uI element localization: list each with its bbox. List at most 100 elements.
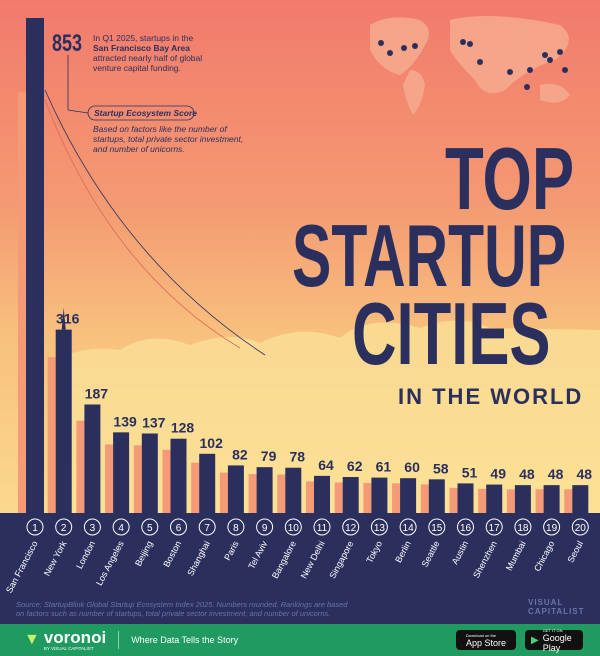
bar-new-delhi: [314, 475, 330, 513]
city-label: Shenzhen: [471, 539, 499, 579]
bar-value-label: 58: [433, 460, 449, 476]
rank-label: 19: [546, 523, 558, 534]
legend-label: Startup Ecosystem Score: [94, 108, 197, 118]
bridge-cable: [44, 89, 266, 356]
bridge-cable: [44, 99, 241, 349]
rank-label: 18: [517, 523, 529, 534]
city-label: Tel Aviv: [246, 539, 269, 571]
rank-circle: [284, 518, 302, 536]
building-accent: [133, 445, 142, 513]
legend-line: and number of unicorns.: [93, 144, 185, 154]
annotation-connector: [67, 109, 89, 114]
rank-label: 12: [345, 523, 357, 534]
play-icon: ▶: [531, 634, 539, 646]
annotation-value: 853: [52, 30, 83, 57]
source-line: on factors such as number of startups, t…: [16, 609, 331, 618]
bar-mumbai: [514, 485, 531, 513]
rank-label: 14: [403, 523, 415, 534]
rank-label: 8: [233, 523, 239, 534]
city-label: Beijing: [133, 539, 155, 568]
legend-pill: [87, 105, 195, 121]
rank-circle: [170, 518, 187, 536]
rank-label: 2: [61, 523, 67, 534]
badge-label: App Store: [466, 637, 507, 648]
bar-singapore: [342, 477, 359, 513]
building-accent: [248, 474, 257, 513]
city-label: New York: [42, 539, 69, 578]
rank-circle: [198, 518, 216, 536]
building-accent: [506, 489, 515, 513]
bar-london: [84, 404, 101, 513]
rank-circle: [543, 518, 561, 536]
rank-label: 1: [32, 523, 38, 534]
rank-label: 5: [147, 523, 153, 534]
bar-value-label: 78: [290, 449, 306, 465]
city-label: San Francisco: [4, 539, 40, 594]
rank-circle: [370, 518, 388, 536]
title-line-1: TOP: [445, 129, 575, 228]
rank-circle: [571, 518, 589, 536]
building-accent: [105, 444, 114, 513]
city-label: Bangalore: [270, 539, 298, 580]
badge-label: Google Play: [542, 632, 572, 653]
title-line-2: STARTUP: [292, 206, 567, 305]
building-accent: [392, 483, 401, 513]
logo-text: VISUAL: [528, 598, 564, 607]
building-accent: [219, 472, 228, 513]
bar-value-label: 79: [261, 448, 277, 464]
bar-beijing: [141, 433, 158, 513]
annotation-line: In Q1 2025, startups in the: [93, 33, 194, 43]
rank-circle: [485, 518, 503, 536]
rank-circle: [514, 518, 532, 536]
city-label: Boston: [161, 539, 183, 568]
bar-value-label: 51: [462, 464, 478, 480]
building-accent: [363, 482, 372, 513]
bar-value-label: 316: [56, 311, 80, 327]
bar-san-francisco: [26, 18, 44, 513]
source-line: Source: StartupBlink Global Startup Ecos…: [16, 600, 348, 609]
bar-spire: [61, 307, 66, 330]
divider: [118, 631, 120, 649]
legend-line: Based on factors like the number of: [93, 124, 227, 134]
voronoi-wordmark: voronoi: [43, 627, 107, 647]
building-accent: [306, 481, 314, 513]
bar-seoul: [572, 485, 589, 513]
rank-circle: [83, 518, 101, 536]
bar-chicago: [543, 485, 560, 513]
bar-value-label: 61: [376, 459, 392, 475]
source-note: Source: StartupBlink Global Startup Ecos…: [16, 600, 347, 618]
city-label: Singapore: [327, 539, 355, 580]
rank-label: 9: [262, 523, 268, 534]
rank-label: 7: [204, 523, 210, 534]
map-dots: [378, 39, 568, 90]
bar-value-label: 48: [577, 466, 593, 482]
rank-label: 11: [317, 523, 328, 534]
building-accent: [334, 482, 343, 513]
bar-los-angeles: [113, 432, 130, 513]
building-accent: [18, 92, 26, 513]
building-accent: [449, 487, 458, 513]
rank-circle: [313, 518, 331, 536]
rank-label: 13: [374, 523, 386, 534]
bar-value-label: 82: [232, 446, 248, 462]
bar-value-label: 128: [171, 420, 195, 436]
city-label: London: [74, 539, 97, 570]
google-play-button[interactable]: ▶ GET IT ON Google Play: [525, 628, 583, 653]
bar-value-label: 62: [347, 458, 363, 474]
building-accent: [478, 488, 487, 513]
rank-label: 6: [176, 523, 182, 534]
rank-label: 20: [575, 523, 587, 534]
city-label: Shanghai: [185, 539, 212, 577]
city-label: Berlin: [393, 539, 413, 564]
legend-desc: Based on factors like the number of star…: [93, 124, 243, 154]
city-label: Chicago: [532, 539, 556, 573]
city-label: Austin: [450, 539, 471, 566]
voronoi-logo[interactable]: voronoi BY VISUAL CAPITALIST: [43, 627, 107, 651]
app-store-button[interactable]: Download on the App Store: [456, 630, 516, 650]
bar-tel-aviv: [256, 467, 273, 513]
bar-seattle: [428, 479, 445, 513]
bar-value-label: 64: [318, 457, 334, 473]
rank-label: 16: [460, 523, 472, 534]
